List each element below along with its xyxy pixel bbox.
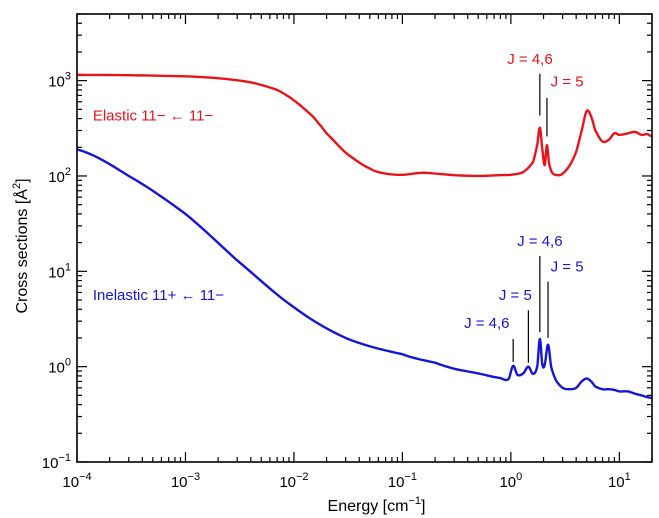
- y-tick-label-1: 100: [48, 357, 71, 377]
- annot-elastic-j46: J = 4,6: [507, 51, 552, 68]
- y-tick-label-4: 103: [48, 71, 71, 91]
- annot-inelastic-j46-lower: J = 4,6: [464, 315, 509, 332]
- x-tick-label-1: 10−3: [171, 471, 200, 491]
- series-line-2: [76, 148, 653, 400]
- annot-inelastic-j46-upper: J = 4,6: [517, 233, 562, 250]
- y-axis-title: Cross sections [Å2]: [11, 178, 31, 313]
- annot-inelastic-label: Inelastic 11+ ← 11−: [93, 287, 224, 304]
- plot-frame: [76, 13, 653, 463]
- y-tick-label-0: 10−1: [42, 452, 71, 472]
- series-curves: [76, 73, 653, 400]
- x-tick-label-3: 10−1: [388, 471, 417, 491]
- x-axis-title: Energy [cm−1]: [328, 495, 426, 515]
- tick-labels: 10−4 10−3 10−2 10−1 100 101 10−1 100 101 102 103: [42, 71, 631, 491]
- x-tick-label-0: 10−4: [62, 471, 91, 491]
- x-tick-label-4: 100: [499, 471, 522, 491]
- series-line-1: [76, 73, 653, 178]
- y-tick-label-3: 102: [48, 166, 71, 186]
- annot-inelastic-j5-lower: J = 5: [499, 287, 532, 304]
- axis-ticks: [76, 13, 653, 463]
- y-tick-label-2: 101: [48, 261, 71, 281]
- annotations: Elastic 11− ← 11− Inelastic 11+ ← 11− J = …: [93, 51, 584, 363]
- x-tick-label-2: 10−2: [279, 471, 308, 491]
- x-tick-label-5: 101: [608, 471, 631, 491]
- annot-elastic-label: Elastic 11− ← 11−: [93, 108, 214, 125]
- annot-elastic-j5: J = 5: [551, 73, 584, 90]
- annot-inelastic-j5-upper: J = 5: [551, 258, 584, 275]
